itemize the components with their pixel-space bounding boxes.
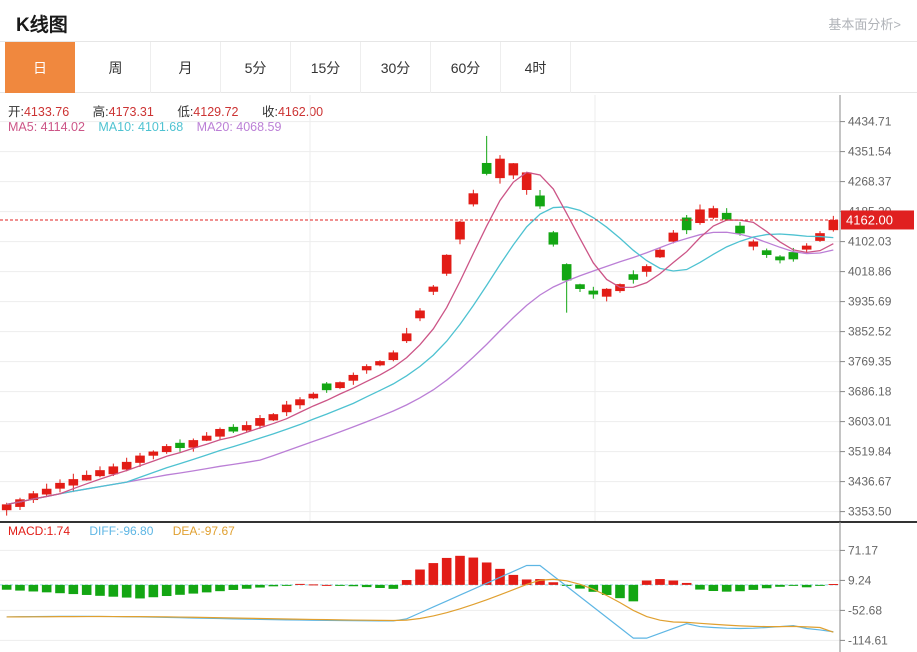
svg-text:3852.52: 3852.52	[848, 325, 892, 339]
svg-text:3436.67: 3436.67	[848, 475, 892, 489]
svg-text:4102.03: 4102.03	[848, 235, 892, 249]
svg-text:4162.00: 4162.00	[846, 212, 893, 227]
svg-text:4018.86: 4018.86	[848, 265, 892, 279]
svg-text:-114.61: -114.61	[848, 633, 888, 647]
svg-text:4268.37: 4268.37	[848, 175, 892, 189]
svg-text:3353.50: 3353.50	[848, 505, 892, 519]
svg-text:3603.01: 3603.01	[848, 415, 892, 429]
svg-text:3519.84: 3519.84	[848, 445, 892, 459]
svg-text:9.24: 9.24	[848, 573, 872, 587]
svg-text:71.17: 71.17	[848, 543, 878, 557]
svg-text:3769.35: 3769.35	[848, 355, 892, 369]
svg-text:-52.68: -52.68	[848, 603, 882, 617]
svg-text:4351.54: 4351.54	[848, 145, 892, 159]
svg-text:4434.71: 4434.71	[848, 115, 892, 129]
svg-text:3686.18: 3686.18	[848, 385, 892, 399]
svg-text:3935.69: 3935.69	[848, 295, 892, 309]
